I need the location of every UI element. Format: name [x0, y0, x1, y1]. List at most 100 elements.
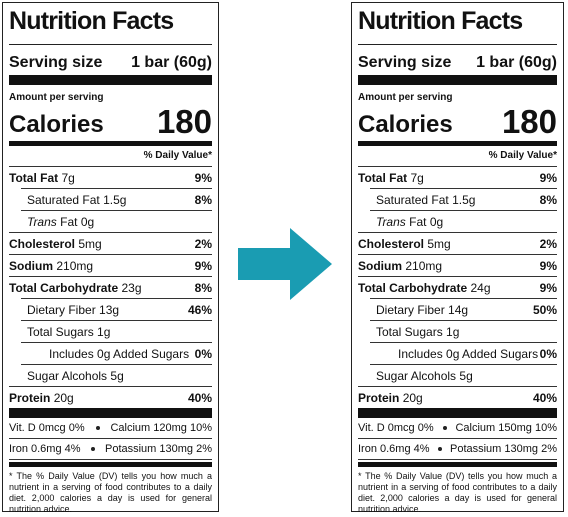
daily-value: 0% [539, 346, 557, 361]
nutrient-name: Dietary Fiber [27, 302, 96, 317]
bullet [95, 426, 100, 430]
nutrient: Cholesterol 5mg [9, 237, 102, 251]
calories: Calories 180 [9, 105, 212, 139]
rule [358, 408, 557, 418]
nutrient-name: Total Sugars [376, 324, 443, 339]
nutrient: Includes 0g Added Sugars [49, 347, 189, 361]
nutrient-amount: 14g [448, 302, 469, 317]
nutrient-amount: 20g [402, 390, 423, 405]
nutrient-amount: 0g [429, 214, 444, 229]
dv-header: % Daily Value* [143, 150, 212, 161]
calories-label: Calories [9, 111, 104, 138]
nutrient: Includes 0g Added Sugars [398, 347, 538, 361]
daily-value: 9% [539, 258, 557, 273]
nutrient-name: Sugar Alcohols [27, 368, 108, 383]
calories: Calories 180 [358, 105, 557, 139]
daily-value: 40% [532, 390, 557, 405]
nutrient-name: Sodium [9, 258, 53, 273]
nutrient-row: Saturated Fat 1.5g 8% [21, 188, 212, 210]
nutrient: Dietary Fiber 13g [27, 303, 119, 317]
rule [358, 44, 557, 45]
daily-value: 0% [194, 346, 212, 361]
title: Nutrition Facts [9, 7, 174, 35]
footnote: * The % Daily Value (DV) tells you how m… [358, 471, 557, 514]
serving-size: Serving size 1 bar (60g) [358, 45, 557, 75]
nutrient: Cholesterol 5mg [358, 237, 451, 251]
rule [9, 462, 212, 467]
nutrient: Trans Fat 0g [376, 215, 443, 229]
nutrient-amount: 20g [53, 390, 74, 405]
nutrient-amount: 24g [470, 280, 491, 295]
arrow-shape [238, 228, 332, 300]
daily-value: 8% [539, 192, 557, 207]
nutrition-label: Nutrition Facts Serving size 1 bar (60g) Am… [2, 2, 219, 514]
vitamin-row: Vit. D 0mcg 0% Calcium 120mg 10% [9, 418, 212, 439]
nutrient: Sugar Alcohols 5g [376, 369, 473, 383]
calories-label: Calories [358, 111, 453, 138]
daily-value: 40% [187, 390, 212, 405]
daily-value: 9% [194, 258, 212, 273]
nutrient: Total Carbohydrate 23g [9, 281, 142, 295]
nutrient-name: Includes 0g Added Sugars [49, 346, 190, 361]
nutrient-name-italic: Trans [376, 214, 406, 229]
nutrient-amount: 0g [80, 214, 95, 229]
dv-header: % Daily Value* [488, 150, 557, 161]
nutrient-row: Dietary Fiber 13g 46% [21, 298, 212, 320]
vitamin: Vit. D 0mcg 0% [358, 422, 434, 434]
daily-value: 50% [532, 302, 557, 317]
rule [9, 141, 212, 146]
nutrient: Dietary Fiber 14g [376, 303, 468, 317]
vitamin: Calcium 150mg 10% [455, 422, 557, 434]
nutrient-amount: 1.5g [452, 192, 476, 207]
nutrient: Total Sugars 1g [376, 325, 459, 339]
nutrient-row: Total Carbohydrate 23g 8% [9, 276, 212, 298]
nutrient-amount: 5mg [78, 236, 102, 251]
daily-value: 9% [194, 170, 212, 185]
nutrient-row: Sodium 210mg 9% [358, 254, 557, 276]
nutrient-name: Dietary Fiber [376, 302, 445, 317]
nutrient-amount: 13g [99, 302, 120, 317]
nutrient-row: Total Sugars 1g [370, 320, 557, 342]
nutrient-name: Protein [358, 390, 400, 405]
rule [358, 75, 557, 85]
bullet [90, 447, 95, 451]
nutrient-row: Trans Fat 0g [370, 210, 557, 232]
nutrient-amount: 5g [459, 368, 473, 383]
nutrient-name: Protein [9, 390, 51, 405]
nutrient-row: Total Sugars 1g [21, 320, 212, 342]
vitamin: Iron 0.6mg 4% [358, 443, 430, 455]
rule [9, 44, 212, 45]
bullet [437, 447, 442, 451]
nutrient-name: Fat [60, 214, 78, 229]
daily-value: 9% [539, 280, 557, 295]
calories-value: 180 [501, 103, 557, 140]
nutrient-name: Total Fat [9, 170, 59, 185]
nutrient-amount: 23g [121, 280, 142, 295]
nutrient-amount: 210mg [56, 258, 94, 273]
vitamin: Iron 0.6mg 4% [9, 443, 81, 455]
arrow [238, 228, 332, 300]
vitamin: Vit. D 0mcg 0% [9, 422, 85, 434]
nutrient: Protein 20g [9, 391, 74, 405]
serving-size: Serving size 1 bar (60g) [9, 45, 212, 75]
daily-value: 2% [539, 236, 557, 251]
nutrient-name: Total Sugars [27, 324, 94, 339]
nutrient-row: Protein 20g 40% [358, 386, 557, 408]
vitamin-row: Iron 0.6mg 4% Potassium 130mg 2% [9, 439, 212, 460]
nutrient: Total Sugars 1g [27, 325, 110, 339]
nutrient: Total Fat 7g [358, 171, 424, 185]
nutrient-row: Trans Fat 0g [21, 210, 212, 232]
rule [9, 408, 212, 418]
daily-value: 8% [194, 280, 212, 295]
nutrient-row: Saturated Fat 1.5g 8% [370, 188, 557, 210]
nutrient: Trans Fat 0g [27, 215, 94, 229]
rule [9, 75, 212, 85]
serving-value: 1 bar (60g) [476, 54, 557, 71]
serving-value: 1 bar (60g) [131, 54, 212, 71]
nutrient-name: Cholesterol [358, 236, 425, 251]
nutrient-row: Includes 0g Added Sugars 0% [21, 342, 212, 364]
nutrient-amount: 1g [97, 324, 111, 339]
nutrient-row: Total Carbohydrate 24g 9% [358, 276, 557, 298]
nutrient-amount: 1g [446, 324, 460, 339]
